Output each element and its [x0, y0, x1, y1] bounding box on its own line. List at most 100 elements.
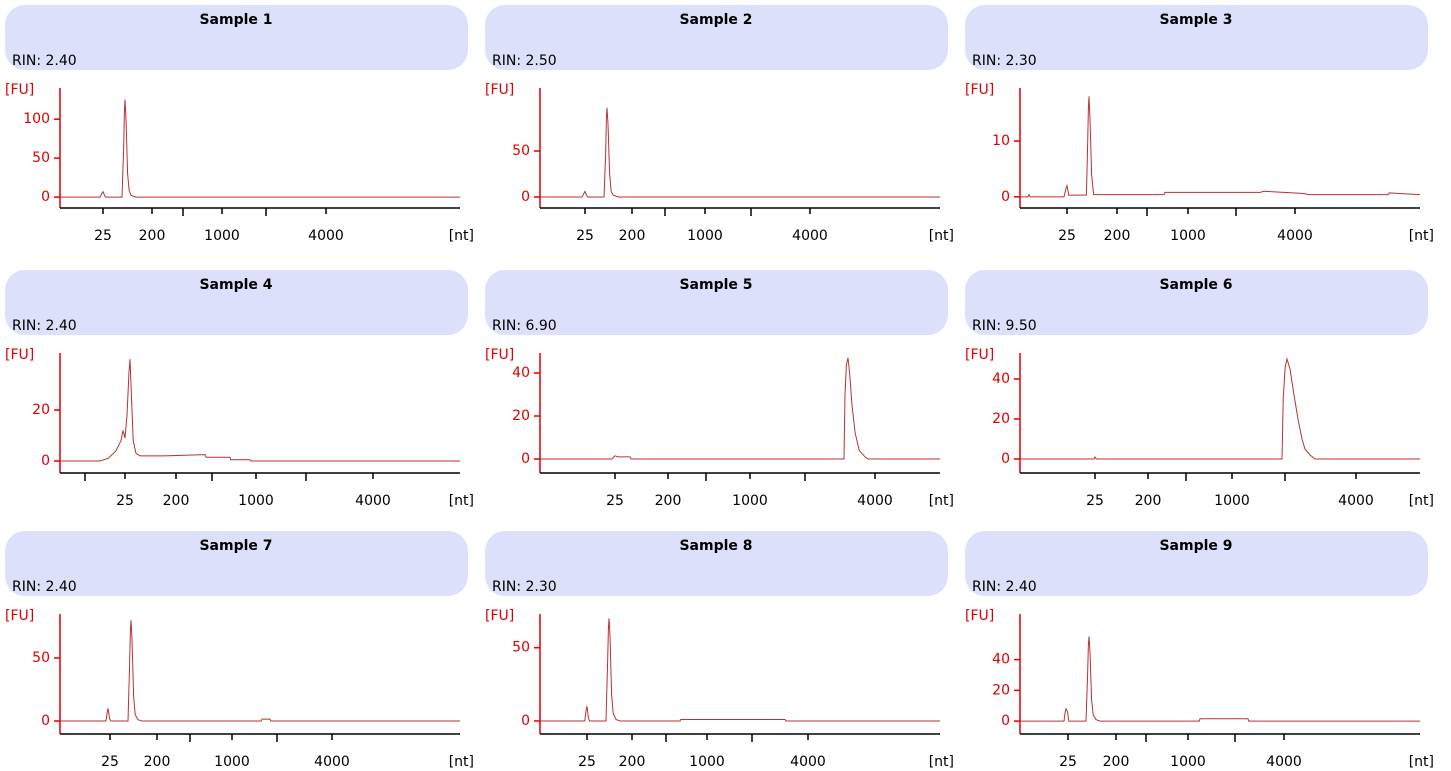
panel: Sample 3 RIN: 2.30 [FU] [nt] 0 10 25 200 1000 400…: [965, 5, 1434, 244]
panel: Sample 4 RIN: 2.40 [FU] [nt] 0 20 25 200 1000 400…: [5, 270, 474, 509]
y-axis-label: [FU]: [965, 608, 994, 624]
x-tick-label: 25: [1059, 754, 1077, 770]
panel-title: Sample 3: [1159, 12, 1232, 28]
y-axis-label: [FU]: [5, 82, 34, 98]
x-axis-label: [nt]: [449, 754, 474, 770]
x-tick-label: 4000: [1277, 228, 1313, 244]
y-tick-label: 20: [992, 682, 1010, 698]
y-tick-label: 20: [992, 411, 1010, 427]
y-tick-label: 50: [32, 150, 50, 166]
x-tick-label: 4000: [308, 228, 344, 244]
x-tick-label: 25: [1058, 228, 1076, 244]
x-tick-label: 200: [655, 493, 682, 509]
x-tick-label: 200: [139, 228, 166, 244]
x-tick-label: 1000: [214, 754, 250, 770]
trace: [540, 618, 940, 722]
panel-title: Sample 6: [1159, 277, 1232, 293]
trace: [60, 359, 460, 462]
panel: Sample 5 RIN: 6.90 [FU] [nt] 0 20 40 25 200 1000 4…: [485, 270, 954, 509]
x-tick-label: 4000: [792, 228, 828, 244]
y-tick-label: 20: [32, 402, 50, 418]
trace: [540, 357, 940, 460]
x-axis-label: [nt]: [929, 754, 954, 770]
x-axis-label: [nt]: [929, 228, 954, 244]
x-tick-label: 1000: [689, 754, 725, 770]
x-axis-label: [nt]: [929, 493, 954, 509]
x-tick-label: 25: [101, 754, 119, 770]
x-tick-label: 25: [578, 754, 596, 770]
panel-title: Sample 1: [199, 12, 272, 28]
x-tick-label: 25: [1086, 493, 1104, 509]
y-tick-label: 0: [521, 451, 530, 467]
panel-header: [485, 270, 948, 335]
y-tick-label: 0: [521, 713, 530, 729]
y-axis-label: [FU]: [485, 347, 514, 363]
y-axis-label: [FU]: [5, 608, 34, 624]
panel-header: [965, 531, 1428, 596]
y-tick-label: 10: [992, 133, 1010, 149]
panel-header: [965, 270, 1428, 335]
trace: [540, 107, 940, 198]
panel: Sample 1 RIN: 2.40 [FU] [nt] 0 50 100 25 200 1000…: [5, 5, 474, 244]
y-tick-label: 50: [512, 143, 530, 159]
trace: [60, 620, 460, 722]
y-tick-label: 40: [992, 371, 1010, 387]
x-tick-label: 25: [606, 493, 624, 509]
y-tick-label: 0: [1001, 189, 1010, 205]
panel-header: [485, 5, 948, 70]
panel-title: Sample 4: [199, 277, 272, 293]
x-tick-label: 25: [576, 228, 594, 244]
y-axis-label: [FU]: [965, 82, 994, 98]
x-tick-label: 4000: [314, 754, 350, 770]
panel-header: [965, 5, 1428, 70]
rin-label: RIN: 2.40: [972, 579, 1037, 595]
y-tick-label: 0: [41, 189, 50, 205]
x-tick-label: 4000: [790, 754, 826, 770]
trace: [1020, 636, 1420, 722]
x-tick-label: 25: [116, 493, 134, 509]
trace: [1020, 357, 1420, 460]
y-tick-label: 0: [521, 189, 530, 205]
y-tick-label: 0: [1001, 451, 1010, 467]
x-axis-label: [nt]: [449, 228, 474, 244]
panel: Sample 7 RIN: 2.40 [FU] [nt] 0 50 25 200 1000 400…: [5, 531, 474, 770]
panel-header: [5, 5, 468, 70]
x-tick-label: 1000: [238, 493, 274, 509]
panel: Sample 8 RIN: 2.30 [FU] [nt] 0 50 25 200 1000 400…: [485, 531, 954, 770]
rin-label: RIN: 9.50: [972, 318, 1037, 334]
panel-header: [5, 531, 468, 596]
y-tick-label: 0: [41, 713, 50, 729]
x-tick-label: 4000: [1338, 493, 1374, 509]
x-tick-label: 4000: [355, 493, 391, 509]
x-axis-label: [nt]: [449, 493, 474, 509]
x-axis-label: [nt]: [1409, 754, 1434, 770]
rin-label: RIN: 2.40: [12, 318, 77, 334]
y-axis-label: [FU]: [485, 82, 514, 98]
trace: [60, 99, 460, 198]
y-tick-label: 0: [1001, 713, 1010, 729]
x-tick-label: 200: [1104, 228, 1131, 244]
rin-label: RIN: 2.50: [492, 53, 557, 69]
y-axis-label: [FU]: [5, 347, 34, 363]
x-tick-label: 200: [163, 493, 190, 509]
x-tick-label: 200: [619, 754, 646, 770]
trace: [1020, 96, 1421, 198]
x-tick-label: 25: [94, 228, 112, 244]
panel-title: Sample 9: [1159, 538, 1232, 554]
x-tick-label: 4000: [857, 493, 893, 509]
panel: Sample 6 RIN: 9.50 [FU] [nt] 0 20 40 25 200 1000 4…: [965, 270, 1434, 509]
rin-label: RIN: 2.30: [972, 53, 1037, 69]
panel: Sample 9 RIN: 2.40 [FU] [nt] 0 20 40 25 200 1000 4…: [965, 531, 1434, 770]
x-tick-label: 1000: [1170, 228, 1206, 244]
y-axis-label: [FU]: [485, 608, 514, 624]
x-tick-label: 200: [144, 754, 171, 770]
x-tick-label: 200: [1135, 493, 1162, 509]
x-tick-label: 1000: [204, 228, 240, 244]
panel-title: Sample 5: [679, 277, 752, 293]
rin-label: RIN: 2.40: [12, 53, 77, 69]
panel-title: Sample 7: [199, 538, 272, 554]
rin-label: RIN: 2.40: [12, 579, 77, 595]
panel-title: Sample 8: [679, 538, 752, 554]
